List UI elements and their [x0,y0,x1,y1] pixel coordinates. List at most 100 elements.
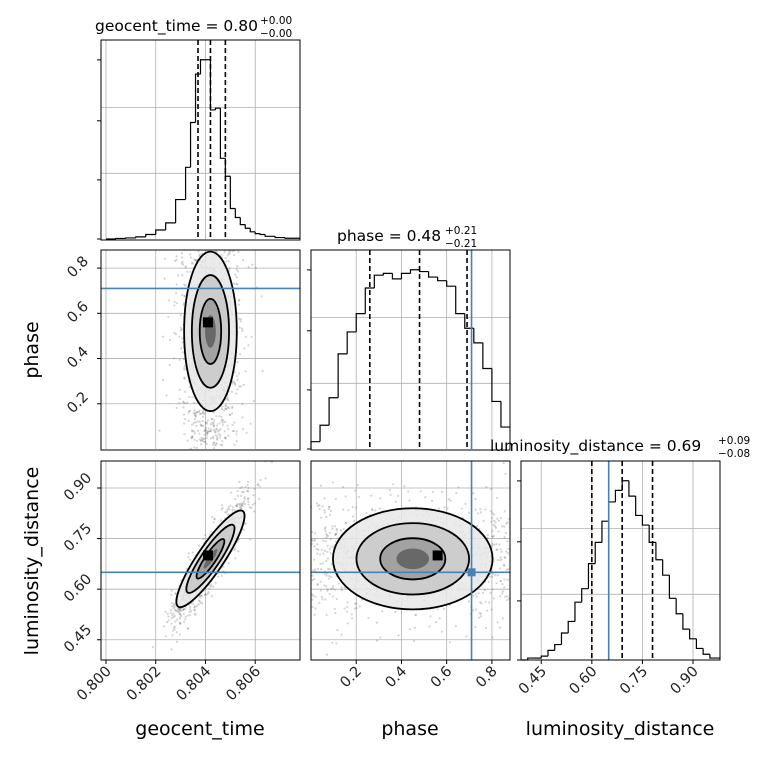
sample-point [311,598,314,601]
sample-point [477,592,480,595]
sample-point [198,438,201,441]
sample-point [178,607,182,611]
sample-point [201,438,204,442]
hist-bin [337,353,348,398]
sample-point [326,589,329,592]
hist-bin [655,542,663,561]
sample-point [233,381,236,384]
sample-point [495,582,498,585]
sample-point [490,520,493,523]
sample-point [178,622,181,625]
hist-bin [614,489,623,502]
sample-point [490,608,493,611]
hist-bin [473,328,483,344]
sample-point [161,378,165,382]
sample-point [238,503,241,506]
sample-point [193,414,196,417]
contour-line [183,250,238,413]
sample-point [213,419,216,422]
sample-point [200,424,203,427]
sample-point [496,517,499,520]
sample-point [220,574,223,577]
density-peak [432,550,443,561]
sample-point [182,368,186,371]
sample-point [454,625,457,628]
sample-point [203,433,206,436]
sample-point [448,641,451,644]
sample-point [238,480,241,483]
sample-point [218,414,221,418]
sample-point [311,605,314,609]
sample-point [170,602,173,605]
sample-point [198,596,201,599]
panel-frame [100,249,301,451]
sample-point [237,502,240,506]
sample-point [204,426,208,429]
sample-point [224,420,227,424]
sample-point [220,504,224,507]
x-tick-label: 0.8 [473,664,501,692]
sample-point [165,394,168,397]
sample-point [209,423,212,426]
title-geocent-time-plus: +0.00 [260,15,292,27]
sample-point [224,436,227,439]
hist-bin [635,496,643,517]
title-distance-minus: −0.08 [718,448,750,460]
sample-point [204,593,207,596]
sample-point [189,253,192,256]
sample-point [178,335,181,338]
sample-point [208,430,211,433]
sample-point [317,548,320,551]
sample-point [321,598,324,601]
sample-point [212,585,215,588]
sample-point [347,509,350,512]
hist-bin [547,649,555,657]
sample-point [498,626,501,629]
sample-point [175,255,178,258]
sample-point [227,513,230,516]
sample-point [260,295,263,298]
title-geocent-time: geocent_time = 0.80 [95,17,258,36]
sample-point [474,593,477,596]
sample-point [193,258,196,261]
sample-point [233,382,237,385]
sample-point [164,635,167,638]
sample-point [198,544,201,547]
sample-point [193,409,196,412]
sample-point [195,605,198,608]
sample-point [205,422,208,425]
sample-point [231,405,234,408]
sample-point [340,586,343,589]
sample-point [388,488,391,492]
sample-point [491,636,494,639]
sample-point [355,506,358,509]
sample-point [378,507,382,510]
ylabel-phase: phase [21,321,43,378]
sample-point [494,521,497,524]
sample-point [171,629,174,632]
sample-point [211,595,214,598]
sample-point [241,491,244,494]
sample-point [202,410,205,413]
sample-point [206,431,209,435]
sample-point [252,494,255,497]
sample-point [197,599,200,602]
sample-point [179,615,182,618]
sample-point [329,587,333,591]
sample-point [502,590,505,593]
sample-point [191,551,194,554]
sample-point [236,490,239,493]
sample-point [225,509,229,512]
sample-point [503,578,506,581]
sample-point [318,601,321,604]
sample-point [189,447,192,450]
sample-point [213,447,216,450]
hist-bin [199,59,206,75]
sample-point [163,257,167,260]
hist-bin [668,575,677,599]
sample-point [442,607,446,610]
sample-point [219,443,222,446]
sample-point [503,564,506,567]
sample-point [506,540,509,543]
sample-point [184,618,187,621]
